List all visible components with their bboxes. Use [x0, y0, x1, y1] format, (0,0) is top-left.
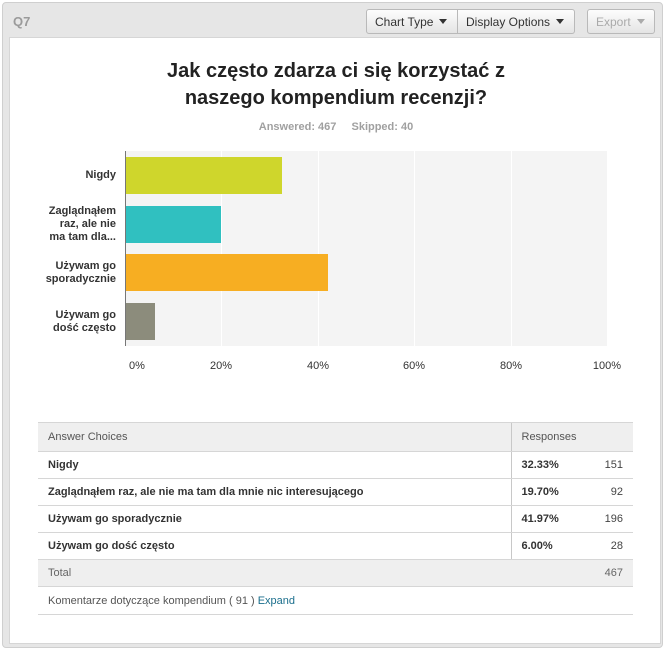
table-row: Nigdy 32.33% 151 [38, 451, 633, 479]
responses-header: Responses [510, 422, 633, 452]
display-options-label: Display Options [466, 14, 551, 29]
answer-table: Answer Choices Responses Nigdy 32.33% 15… [38, 422, 633, 615]
y-axis-line [125, 151, 126, 346]
comments-cell: Komentarze dotyczące kompendium ( 91 ) E… [38, 586, 633, 615]
response-percent: 19.70% [510, 478, 583, 506]
total-row: Total 467 [38, 559, 633, 587]
comments-label: Komentarze dotyczące kompendium ( 91 ) [48, 594, 255, 607]
chart-title-line: Jak często zdarza ci się korzystać z [167, 60, 505, 82]
export-button[interactable]: Export [587, 9, 655, 34]
grid-line [318, 151, 319, 346]
grid-line [511, 151, 512, 346]
category-label: Używam go dość często [22, 309, 116, 335]
chart-title: Jak często zdarza ci się korzystać z nas… [10, 58, 662, 112]
answered-count: Answered: 467 [258, 121, 337, 133]
chevron-down-icon [556, 19, 565, 24]
grid-line [414, 151, 415, 346]
results-card: Jak często zdarza ci się korzystać z nas… [9, 37, 661, 644]
category-label: Używam go sporadycznie [22, 260, 116, 286]
response-count: 151 [583, 451, 633, 479]
category-label-line: sporadycznie [45, 273, 116, 285]
category-label-line: Zaglądnąłem [48, 205, 116, 217]
x-tick-label: 80% [499, 360, 523, 372]
x-tick-label: 60% [402, 360, 426, 372]
category-label-line: Nigdy [85, 169, 116, 181]
answer-choice: Zaglądnąłem raz, ale nie ma tam dla mnie… [38, 478, 511, 506]
grid-line [221, 151, 222, 346]
question-number: Q7 [13, 14, 31, 29]
table-row: Zaglądnąłem raz, ale nie ma tam dla mnie… [38, 478, 633, 506]
bar[interactable] [126, 303, 155, 340]
chart-title-line: naszego kompendium recenzji? [184, 87, 488, 109]
table-row: Używam go dość często 6.00% 28 [38, 532, 633, 560]
bar[interactable] [126, 254, 328, 291]
category-label-line: dość często [53, 322, 116, 334]
table-header-row: Answer Choices Responses [38, 422, 633, 452]
response-stats: Answered: 467 Skipped: 40 [10, 121, 662, 133]
response-count: 196 [583, 505, 633, 533]
x-tick-label: 100% [592, 360, 622, 372]
answer-choice: Używam go dość często [38, 532, 511, 560]
response-percent: 6.00% [510, 532, 583, 560]
category-label-line: raz, ale nie [59, 218, 116, 230]
bar[interactable] [126, 157, 282, 194]
bar[interactable] [126, 206, 221, 243]
total-spacer [511, 559, 583, 587]
category-label: Nigdy [22, 169, 116, 182]
x-tick-label: 0% [129, 360, 145, 372]
chevron-down-icon [439, 19, 448, 24]
chart-type-label: Chart Type [375, 14, 434, 29]
grid-line [607, 151, 608, 346]
category-label-line: ma tam dla... [49, 231, 116, 243]
expand-link[interactable]: Expand [257, 594, 296, 607]
answer-choices-header: Answer Choices [38, 422, 511, 452]
response-percent: 41.97% [510, 505, 583, 533]
response-count: 28 [583, 532, 633, 560]
table-row: Używam go sporadycznie 41.97% 196 [38, 505, 633, 533]
total-label: Total [38, 559, 511, 587]
response-percent: 32.33% [510, 451, 583, 479]
answer-choice: Nigdy [38, 451, 511, 479]
x-tick-label: 40% [306, 360, 330, 372]
category-label-line: Używam go [55, 309, 116, 321]
response-count: 92 [583, 478, 633, 506]
category-label-line: Używam go [55, 260, 116, 272]
answer-choice: Używam go sporadycznie [38, 505, 511, 533]
total-count: 467 [583, 559, 633, 587]
export-label: Export [596, 14, 631, 29]
chart-type-button[interactable]: Chart Type [366, 9, 458, 34]
skipped-count: Skipped: 40 [351, 121, 414, 133]
category-label: Zaglądnąłem raz, ale nie ma tam dla... [22, 205, 116, 244]
display-options-button[interactable]: Display Options [458, 9, 575, 34]
chevron-down-icon [636, 19, 645, 24]
comments-row: Komentarze dotyczące kompendium ( 91 ) E… [38, 586, 633, 615]
x-tick-label: 20% [209, 360, 233, 372]
